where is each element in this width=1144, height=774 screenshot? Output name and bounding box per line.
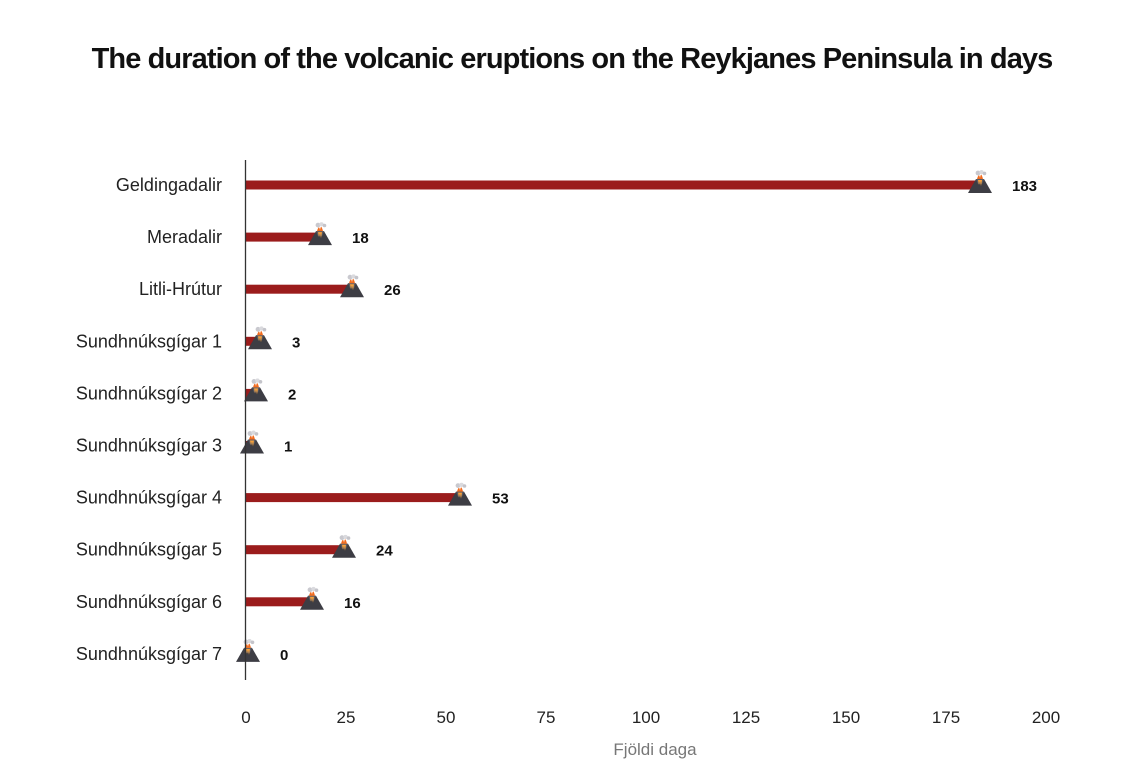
data-label: 18 — [352, 230, 369, 247]
x-tick-label: 25 — [337, 708, 356, 727]
volcano-icon — [236, 638, 260, 662]
data-label: 2 — [288, 386, 296, 403]
category-label: Sundhnúksgígar 7 — [76, 644, 222, 664]
category-label: Geldingadalir — [116, 175, 222, 195]
category-label: Meradalir — [147, 227, 222, 247]
bar — [246, 545, 342, 555]
x-tick-label: 100 — [632, 708, 660, 727]
category-label: Sundhnúksgígar 3 — [76, 436, 222, 456]
x-tick-label: 200 — [1032, 708, 1060, 727]
chart-title: The duration of the volcanic eruptions o… — [91, 43, 1054, 75]
category-label: Sundhnúksgígar 5 — [76, 540, 222, 560]
data-label: 53 — [492, 491, 509, 508]
bar — [246, 336, 258, 346]
bar — [246, 180, 978, 190]
bar — [246, 284, 350, 294]
x-tick-label: 175 — [932, 708, 960, 727]
x-tick-label: 75 — [537, 708, 556, 727]
x-tick-label: 150 — [832, 708, 860, 727]
x-tick-label: 50 — [437, 708, 456, 727]
data-label: 24 — [376, 543, 393, 560]
data-label: 0 — [280, 647, 288, 664]
volcano-icon — [240, 430, 264, 454]
data-label: 1 — [284, 439, 292, 456]
category-label: Sundhnúksgígar 1 — [76, 331, 222, 351]
x-tick-label: 0 — [241, 708, 250, 727]
bar — [246, 597, 310, 607]
category-label: Sundhnúksgígar 4 — [76, 488, 222, 508]
category-label: Sundhnúksgígar 2 — [76, 383, 222, 403]
category-label: Litli-Hrútur — [139, 279, 222, 299]
bar — [246, 232, 318, 242]
x-tick-label: 125 — [732, 708, 760, 727]
data-label: 26 — [384, 282, 401, 299]
bar — [246, 493, 458, 503]
x-axis-title: Fjöldi daga — [613, 740, 697, 759]
data-label: 183 — [1012, 178, 1037, 195]
data-label: 16 — [344, 595, 361, 612]
data-label: 3 — [292, 334, 300, 351]
category-label: Sundhnúksgígar 6 — [76, 592, 222, 612]
